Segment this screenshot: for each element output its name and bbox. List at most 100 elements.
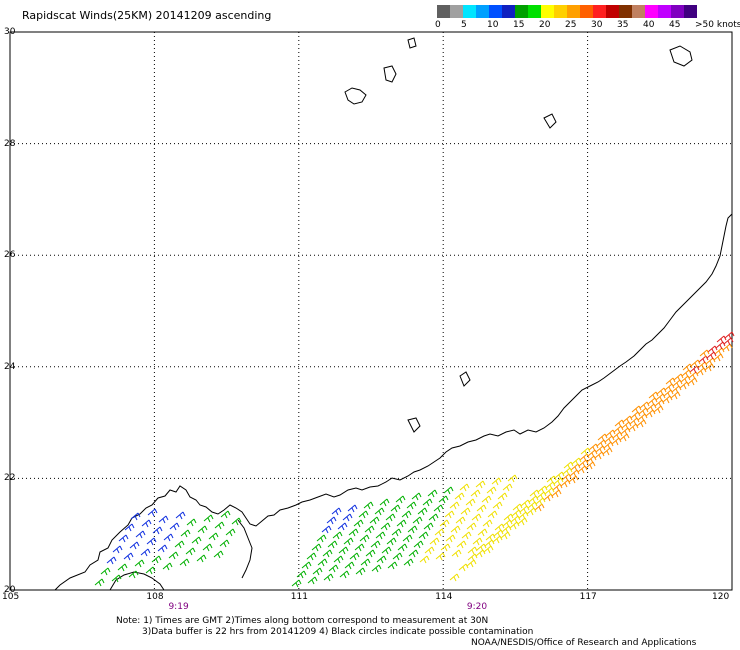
wind-barb [562, 467, 573, 476]
wind-barb [322, 549, 333, 558]
colorbar-swatch [593, 5, 606, 18]
wind-barb [134, 559, 145, 568]
colorbar-swatch [632, 5, 645, 18]
wind-barb [370, 540, 381, 549]
wind-barb [371, 564, 382, 573]
wind-barb [317, 558, 328, 567]
wind-barb [307, 576, 318, 585]
wind-barb [502, 483, 513, 492]
pass-time-label: 9:20 [466, 602, 488, 612]
wind-barb [358, 510, 369, 519]
island-n5 [407, 37, 417, 49]
wind-barb [316, 534, 327, 543]
wind-barb [502, 519, 513, 528]
wind-barb [225, 528, 236, 537]
wind-barb [485, 533, 496, 542]
wind-barb [477, 528, 488, 537]
wind-barb [162, 562, 173, 571]
wind-barb [467, 546, 478, 555]
wind-barb [369, 516, 380, 525]
wind-barb [690, 359, 701, 368]
colorbar-swatch [619, 5, 632, 18]
wind-barb [470, 489, 481, 498]
wind-barb [407, 525, 418, 534]
wind-barb [443, 486, 454, 495]
colorbar-swatch [502, 5, 515, 18]
wind-barb [390, 504, 401, 513]
wind-barb [494, 523, 505, 532]
wind-barb [439, 519, 450, 528]
wind-barb [424, 546, 435, 555]
colorbar-swatch [515, 5, 528, 18]
wind-barb [118, 534, 129, 543]
wind-barb [466, 559, 477, 568]
colorbar-swatch [645, 5, 658, 18]
wind-barb [435, 552, 446, 561]
wind-barb [146, 537, 157, 546]
wind-barb [423, 522, 434, 531]
wind-barb [179, 558, 190, 567]
wind-barb [554, 471, 565, 480]
colorbar-swatch [437, 5, 450, 18]
wind-speed-colorbar [437, 5, 697, 18]
wind-barb [374, 507, 385, 516]
wind-barb [486, 486, 497, 495]
colorbar-swatch [528, 5, 541, 18]
wind-barb [360, 558, 371, 567]
latitude-tick-label: 28 [4, 138, 16, 149]
wind-barb [163, 533, 174, 542]
wind-barb [140, 548, 151, 557]
wind-barb [338, 546, 349, 555]
colorbar-label: 25 [565, 20, 577, 30]
wind-barb [124, 523, 135, 532]
wind-barb [152, 526, 163, 535]
wind-barb [353, 519, 364, 528]
wind-barb [454, 492, 465, 501]
island-n1 [344, 87, 367, 105]
wind-barb [326, 516, 337, 525]
wind-barb [580, 447, 591, 456]
colorbar-label: >50 knots [695, 20, 740, 30]
wind-barb [545, 481, 556, 490]
wind-barb [196, 554, 207, 563]
colorbar-labels: 0 5 10 15 20 25 30 35 40 45 >50 knots [430, 20, 740, 32]
wind-barb [363, 501, 374, 510]
wind-barb [596, 439, 607, 448]
wind-barb [347, 504, 358, 513]
latitude-tick-label: 20 [4, 585, 16, 595]
wind-barb [301, 561, 312, 570]
wind-barb [111, 574, 122, 583]
wind-barb [402, 534, 413, 543]
wind-barb [169, 522, 180, 531]
wind-barb [476, 504, 487, 513]
colorbar-label: 35 [617, 20, 629, 30]
colorbar-swatch [671, 5, 684, 18]
latitude-tick-label: 26 [4, 250, 16, 261]
wind-barb [682, 363, 693, 372]
wind-barb [348, 528, 359, 537]
wind-barb [128, 570, 139, 579]
wind-barb [492, 501, 503, 510]
colorbar-swatch [450, 5, 463, 18]
wind-barb [520, 499, 531, 508]
wind-barb [445, 534, 456, 543]
wind-barb [321, 525, 332, 534]
wind-barb [481, 495, 492, 504]
island-n3 [669, 45, 693, 67]
wind-barb [440, 543, 451, 552]
map-title: Rapidscat Winds(25KM) 20141209 ascending [22, 9, 272, 22]
wind-barb [455, 516, 466, 525]
wind-barb [130, 512, 141, 521]
wind-barb [418, 531, 429, 540]
wind-barb [512, 503, 523, 512]
wind-barb [614, 419, 625, 428]
wind-barb [158, 515, 169, 524]
colorbar-swatch [567, 5, 580, 18]
wind-barb [157, 544, 168, 553]
pass-time-label: 9:19 [168, 602, 189, 612]
wind-barb [411, 492, 422, 501]
wind-barb [123, 552, 134, 561]
wind-barb [698, 355, 709, 364]
longitude-tick-label: 117 [579, 592, 597, 602]
